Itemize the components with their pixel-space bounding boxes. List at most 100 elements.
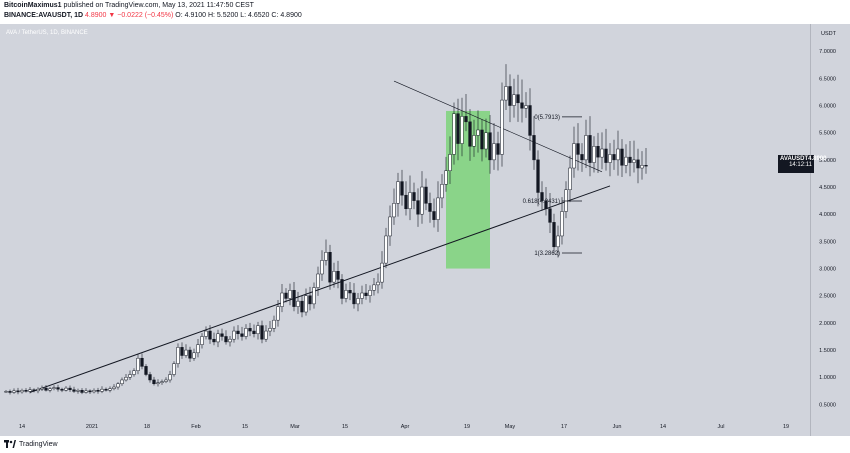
candle-body (320, 260, 324, 275)
candle-body (300, 300, 304, 313)
candle-body (220, 333, 224, 337)
last-price-tag: AVAUSDT 4.8900 14:12:11 (778, 155, 826, 173)
candle-body (240, 333, 244, 337)
candle-body (432, 211, 436, 220)
candle-body (616, 148, 620, 161)
candle-body (336, 271, 340, 280)
candle-body (532, 135, 536, 161)
publish-info: BitcoinMaximus1 published on TradingView… (4, 2, 254, 9)
candle-body (316, 273, 320, 288)
candle-body (392, 203, 396, 218)
candle-body (28, 389, 32, 392)
candle-body (404, 194, 408, 210)
candle-body (476, 129, 480, 136)
candle-body (424, 186, 428, 204)
candle-body (204, 330, 208, 337)
symbol-info: BINANCE:AVAUSDT, 1D 4.8900 ▼ −0.0222 (−0… (4, 12, 302, 19)
candle-body (272, 319, 276, 329)
candle-body (568, 167, 572, 191)
trendline-resistance[interactable] (393, 80, 603, 173)
candle-body (144, 366, 148, 375)
candle-body (288, 290, 292, 299)
candle-body (408, 192, 412, 210)
chart-pane[interactable] (0, 24, 810, 436)
candle-body (168, 374, 172, 381)
candle-body (456, 113, 460, 144)
candle-body (176, 347, 180, 364)
candle-body (324, 251, 328, 261)
candle-body (164, 379, 168, 382)
candle-body (340, 279, 344, 299)
candle-body (372, 284, 376, 291)
candle-body (224, 336, 228, 343)
candle-body (40, 387, 44, 390)
candle-body (328, 251, 332, 283)
time-tick-label: 17 (561, 424, 567, 430)
time-tick-label: Jul (717, 424, 724, 430)
time-tick-label: Feb (191, 424, 200, 430)
candle-body (104, 388, 108, 391)
price-tick-label: 4.0000 (819, 212, 836, 218)
candle-body (180, 347, 184, 356)
candle-body (492, 143, 496, 161)
candle-body (16, 390, 20, 393)
footer-bar (0, 436, 850, 453)
candle-body (76, 390, 80, 392)
candle-body (296, 300, 300, 307)
candle-body (292, 290, 296, 307)
candle-body (140, 357, 144, 367)
author-name[interactable]: BitcoinMaximus1 (4, 2, 62, 9)
candle-body (524, 105, 528, 109)
price-axis[interactable] (810, 24, 850, 436)
candle-body (368, 290, 372, 296)
publish-text: published on TradingView.com, May 13, 20… (63, 2, 254, 9)
candle-body (596, 146, 600, 158)
price-tick-label: 7.0000 (819, 49, 836, 55)
candle-body (612, 154, 616, 161)
candle-body (348, 290, 352, 294)
price-change: 4.8900 ▼ −0.0222 (−0.45%) (85, 12, 174, 19)
candle-body (640, 165, 644, 169)
candle-body (360, 292, 364, 299)
candle-body (584, 135, 588, 161)
candle-body (20, 390, 24, 393)
candle-body (628, 156, 632, 163)
candle-body (260, 325, 264, 340)
candle-body (64, 387, 68, 391)
time-tick-label: 19 (783, 424, 789, 430)
candle-body (192, 352, 196, 359)
price-tick-label: 2.5000 (819, 294, 836, 300)
candle-body (188, 349, 192, 359)
candle-body (268, 328, 272, 332)
candle-body (24, 390, 28, 392)
candle-body (116, 383, 120, 388)
candle-body (548, 208, 552, 223)
candle-body (384, 235, 388, 264)
candle-body (572, 143, 576, 169)
candle-body (636, 159, 640, 169)
candle-body (516, 94, 520, 104)
candle-body (472, 135, 476, 147)
candle-body (44, 387, 48, 391)
candle-body (512, 94, 516, 106)
candle-body (88, 390, 92, 393)
candle-body (376, 281, 380, 286)
time-tick-label: Mar (290, 424, 300, 430)
time-tick-label: May (505, 424, 516, 430)
tradingview-logo[interactable]: TradingView (4, 439, 58, 449)
tradingview-icon (4, 440, 16, 448)
candle-body (252, 330, 256, 335)
candle-body (428, 203, 432, 212)
candle-body (460, 116, 464, 144)
candle-body (276, 306, 280, 321)
candle-body (84, 390, 88, 393)
trendline-support[interactable] (29, 185, 611, 393)
fib-level-label: 0(5.7913) (534, 115, 560, 121)
price-tick-label: 5.0000 (819, 158, 836, 164)
candle-body (508, 86, 512, 106)
candle-body (80, 390, 84, 393)
candle-body (416, 200, 420, 215)
candle-body (96, 390, 100, 392)
candle-body (4, 391, 8, 393)
candle-body (448, 154, 452, 171)
